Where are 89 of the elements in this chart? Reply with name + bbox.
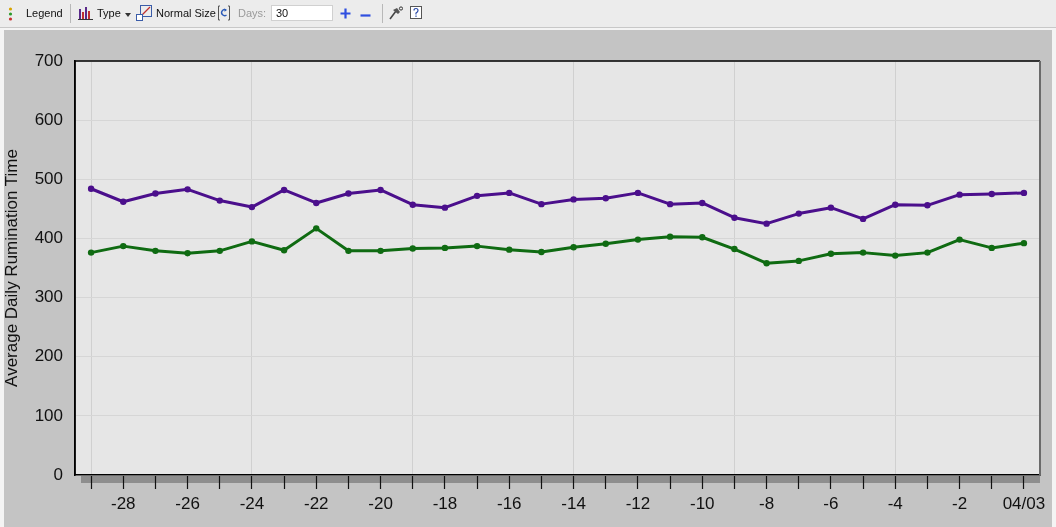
point xyxy=(731,214,738,221)
point xyxy=(859,249,867,256)
point xyxy=(506,246,513,253)
point xyxy=(538,200,545,208)
point xyxy=(216,197,223,204)
point xyxy=(892,252,899,259)
point xyxy=(634,236,642,243)
point xyxy=(248,203,256,211)
point xyxy=(87,185,95,192)
point xyxy=(345,247,352,255)
x-tick-label: -20 xyxy=(368,493,393,513)
x-tick-label: -22 xyxy=(303,493,329,513)
x-tick-label: -2 xyxy=(952,493,968,513)
point xyxy=(570,196,577,203)
point xyxy=(538,248,545,256)
point xyxy=(120,242,127,250)
point xyxy=(152,247,159,255)
x-tick-label: -14 xyxy=(561,493,586,513)
x-tick-label: -12 xyxy=(625,493,651,513)
days-field: 30 xyxy=(271,5,333,21)
text: Legend xyxy=(26,7,63,20)
point xyxy=(602,240,609,247)
point xyxy=(377,247,384,255)
y-tick-label: 400 xyxy=(34,228,63,248)
x-tick-label: -6 xyxy=(823,493,839,513)
y-tick-label: 600 xyxy=(34,109,63,129)
point xyxy=(892,201,899,208)
text: Normal Size xyxy=(156,7,216,20)
point xyxy=(666,233,674,240)
point xyxy=(345,190,352,197)
point xyxy=(409,245,416,252)
point xyxy=(473,192,481,200)
point xyxy=(827,204,835,211)
point xyxy=(924,202,931,209)
x-tick-label: 04/03 xyxy=(1002,493,1046,513)
x-tick-label: -18 xyxy=(432,493,458,513)
point xyxy=(216,247,223,255)
point xyxy=(1020,239,1028,247)
point xyxy=(731,245,738,253)
point xyxy=(763,260,770,267)
point xyxy=(827,250,835,258)
text: Days: xyxy=(238,7,267,20)
x-tick-label: -28 xyxy=(110,493,136,513)
point xyxy=(763,220,770,227)
point xyxy=(184,186,191,193)
point xyxy=(859,215,867,223)
point xyxy=(441,204,449,211)
point xyxy=(473,242,481,250)
point xyxy=(184,250,191,257)
y-tick-label: 500 xyxy=(34,168,63,188)
text: Type xyxy=(97,7,121,20)
point xyxy=(795,210,802,217)
point xyxy=(441,244,449,252)
point xyxy=(924,249,931,256)
point xyxy=(280,247,288,254)
point xyxy=(1020,189,1028,197)
y-tick-label: 200 xyxy=(34,346,63,366)
point xyxy=(570,244,577,251)
y-tick-label: 0 xyxy=(53,464,63,484)
x-tick-label: -4 xyxy=(887,493,903,513)
point xyxy=(988,244,995,252)
point xyxy=(506,189,513,197)
y-tick-label: 100 xyxy=(34,405,63,425)
point xyxy=(956,236,963,243)
point xyxy=(956,191,963,198)
x-tick-label: -26 xyxy=(175,493,200,513)
point xyxy=(313,225,320,232)
x-tick-label: -16 xyxy=(496,493,522,513)
point xyxy=(988,190,995,198)
point xyxy=(666,200,674,208)
point xyxy=(152,190,159,197)
x-tick-label: -10 xyxy=(689,493,715,513)
x-tick-label: -8 xyxy=(759,493,775,513)
point xyxy=(634,189,642,197)
point xyxy=(313,199,320,207)
point xyxy=(120,198,127,205)
point xyxy=(280,186,288,194)
point xyxy=(377,186,384,194)
point xyxy=(795,257,802,265)
y-axis-title: Average Daily Rumination Time xyxy=(1,149,21,387)
point xyxy=(87,249,95,256)
point xyxy=(699,234,706,241)
y-tick-label: 700 xyxy=(34,50,63,70)
point xyxy=(699,199,706,207)
point xyxy=(602,195,609,202)
point xyxy=(248,238,256,245)
point xyxy=(409,201,416,208)
x-tick-label: -24 xyxy=(239,493,265,513)
y-tick-label: 300 xyxy=(34,287,63,307)
